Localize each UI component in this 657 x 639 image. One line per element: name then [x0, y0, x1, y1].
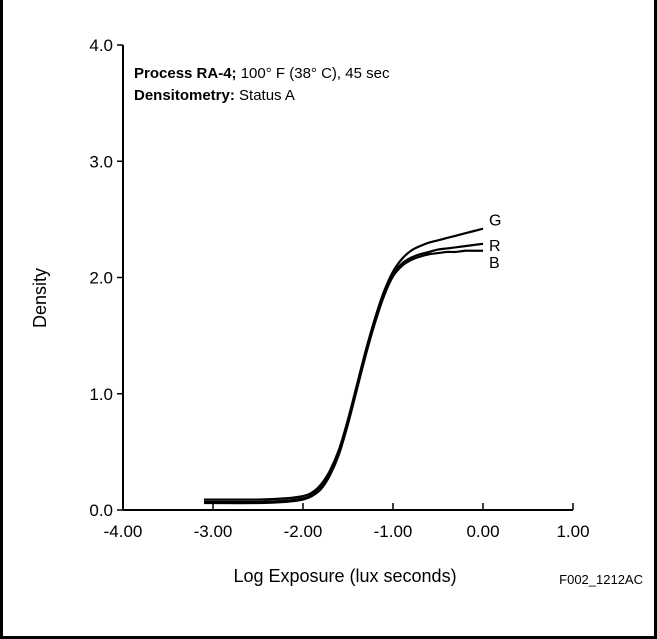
y-tick-label-0: 0.0 [89, 501, 113, 520]
annotation-densitometry-bold: Densitometry: [134, 87, 235, 104]
x-tick-label-0: -4.00 [104, 522, 143, 541]
annotation-process: Process RA-4; 100° F (38° C), 45 sec [134, 65, 390, 82]
x-axis-label: Log Exposure (lux seconds) [233, 566, 456, 586]
y-axis-label: Density [30, 268, 50, 328]
ticks [117, 44, 574, 511]
tick-labels: -4.00 -3.00 -2.00 -1.00 0.00 1.00 0.0 1.0 2.0 3.0… [89, 36, 589, 541]
curve-g [203, 227, 484, 501]
series-label-b: B [489, 255, 500, 272]
series-label-g: G [489, 213, 501, 230]
figure-code: F002_1212AC [559, 572, 643, 587]
x-tick-label-5: 1.00 [556, 522, 589, 541]
y-tick-label-3: 3.0 [89, 152, 113, 171]
curve-b [203, 249, 483, 505]
x-tick-label-1: -3.00 [194, 522, 233, 541]
y-tick-label-1: 1.0 [89, 385, 113, 404]
annotation-densitometry: Densitometry: Status A [134, 87, 295, 104]
series-label-r: R [489, 238, 501, 255]
series-labels: GRB [489, 213, 501, 272]
annotation-process-bold: Process RA-4; [134, 65, 237, 82]
curve-r [203, 242, 484, 504]
x-tick-label-3: -1.00 [374, 522, 413, 541]
curves [203, 227, 484, 505]
y-tick-label-4: 4.0 [89, 36, 113, 55]
axes [122, 45, 573, 511]
annotation-densitometry-text: Status A [235, 87, 295, 104]
y-tick-label-2: 2.0 [89, 269, 113, 288]
x-tick-label-4: 0.00 [466, 522, 499, 541]
density-chart: -4.00 -3.00 -2.00 -1.00 0.00 1.00 0.0 1.0 2.0 3.0… [30, 36, 643, 587]
annotation-process-text: 100° F (38° C), 45 sec [237, 65, 390, 82]
x-tick-label-2: -2.00 [284, 522, 323, 541]
